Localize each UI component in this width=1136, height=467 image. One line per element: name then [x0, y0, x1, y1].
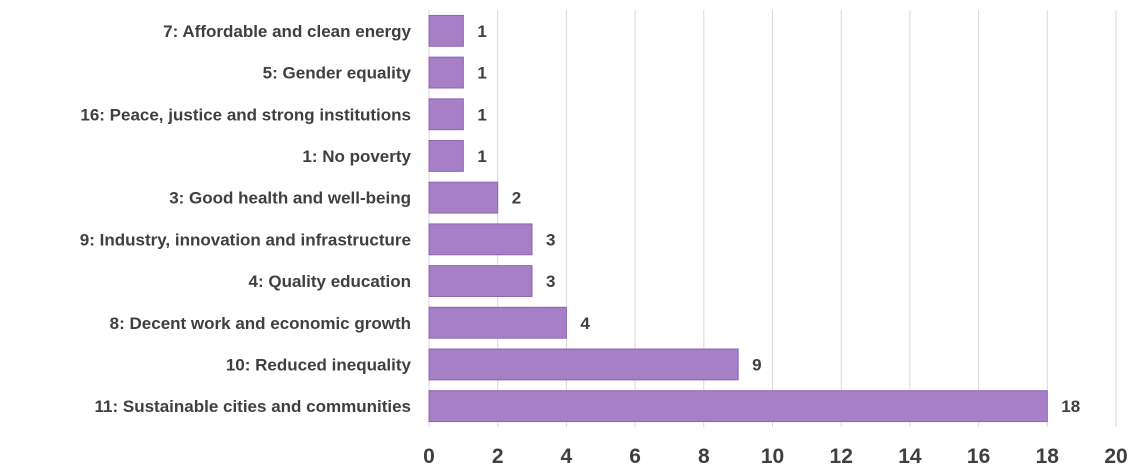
bar [428, 140, 464, 172]
category-label: 7: Affordable and clean energy [163, 22, 411, 41]
gridlines [428, 10, 1117, 427]
bar [428, 14, 464, 47]
data-label: 1 [477, 105, 486, 124]
value-labels: 1 1 1 1 2 3 3 4 9 18 [477, 22, 1080, 416]
bar [428, 98, 464, 131]
x-tick-label: 8 [698, 445, 710, 467]
x-axis-tick-labels: 0 2 4 6 8 10 12 14 16 18 20 [423, 445, 1128, 467]
x-tick-label: 16 [967, 445, 990, 467]
bars [428, 14, 1048, 423]
x-tick-label: 12 [830, 445, 853, 467]
bar [428, 56, 464, 89]
bar [428, 181, 499, 214]
bar [428, 306, 567, 339]
data-label: 1 [477, 147, 486, 166]
x-tick-label: 10 [761, 445, 784, 467]
x-tick-label: 18 [1036, 445, 1060, 467]
bar [428, 390, 1048, 423]
data-label: 2 [512, 189, 521, 208]
x-tick-label: 6 [629, 445, 641, 467]
bar [428, 265, 533, 297]
data-label: 9 [752, 355, 761, 374]
data-label: 18 [1061, 397, 1080, 416]
category-label: 9: Industry, innovation and infrastructu… [80, 230, 411, 249]
category-label: 1: No poverty [302, 147, 411, 166]
x-tick-label: 14 [898, 445, 922, 467]
category-label: 11: Sustainable cities and communities [95, 397, 412, 416]
bar [428, 223, 533, 256]
category-labels: 7: Affordable and clean energy 5: Gender … [80, 22, 412, 416]
data-label: 1 [477, 22, 486, 41]
data-label: 3 [546, 230, 555, 249]
category-label: 16: Peace, justice and strong institutio… [80, 105, 411, 124]
data-label: 1 [477, 64, 486, 83]
data-label: 4 [580, 314, 590, 333]
category-label: 5: Gender equality [263, 64, 412, 83]
x-tick-label: 0 [423, 445, 435, 467]
category-label: 10: Reduced inequality [226, 355, 412, 374]
x-tick-label: 20 [1104, 445, 1127, 467]
data-label: 3 [546, 272, 555, 291]
category-label: 8: Decent work and economic growth [110, 314, 411, 333]
category-label: 3: Good health and well-being [169, 189, 411, 208]
category-label: 4: Quality education [249, 272, 411, 291]
x-tick-label: 2 [492, 445, 504, 467]
x-tick-label: 4 [561, 445, 573, 467]
bar [428, 348, 739, 381]
